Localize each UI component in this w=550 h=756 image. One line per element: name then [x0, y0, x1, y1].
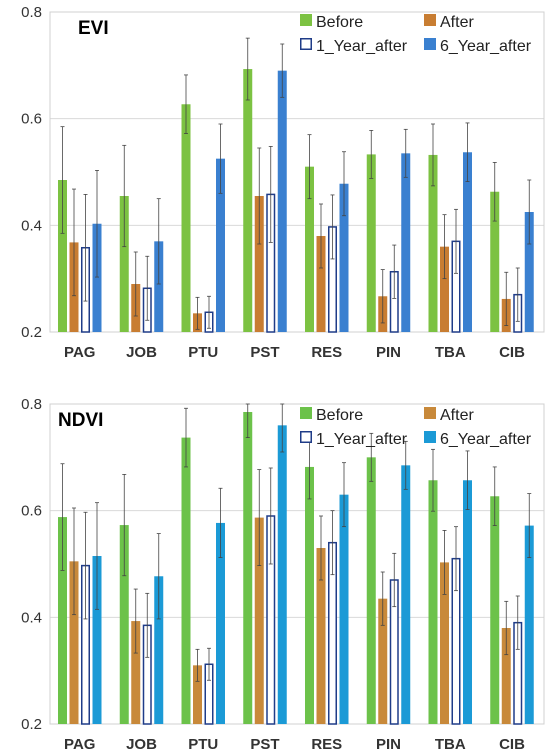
bar: [216, 158, 225, 332]
bar: [181, 437, 191, 724]
y-tick-label: 0.2: [21, 716, 42, 733]
y-tick-label: 0.4: [21, 217, 42, 234]
x-tick-label: PAG: [64, 344, 95, 361]
x-tick-label: PTU: [188, 344, 218, 361]
legend-swatch: [300, 14, 312, 26]
bar: [154, 241, 164, 332]
x-tick-label: PTU: [188, 736, 218, 753]
evi-chart: 0.2 0.4 0.6 0.8 PAG JOB PTU PST RES PIN TBA CIB EVI B…: [21, 4, 545, 361]
bar: [378, 598, 388, 724]
bar: [524, 525, 534, 724]
y-tick-label: 0.6: [21, 503, 42, 520]
y-tick-label: 0.8: [21, 396, 42, 413]
bar: [119, 196, 129, 332]
x-tick-label: RES: [311, 344, 342, 361]
x-tick-label: CIB: [499, 344, 525, 361]
legend-swatch: [300, 431, 312, 443]
bar: [316, 236, 326, 332]
bar: [131, 621, 141, 724]
x-tick-label: JOB: [126, 344, 157, 361]
x-tick-label: RES: [311, 736, 342, 753]
chart-title: NDVI: [58, 410, 103, 431]
bar: [490, 191, 500, 332]
x-tick-label: JOB: [126, 736, 157, 753]
bar: [92, 223, 102, 332]
bar: [463, 152, 472, 332]
bar: [428, 154, 438, 332]
legend-label: Before: [316, 407, 363, 424]
x-tick-label: PIN: [376, 736, 401, 753]
plot-frame: [49, 11, 545, 333]
bar: [193, 665, 202, 724]
bar: [254, 517, 264, 724]
ndvi-chart: 0.2 0.4 0.6 0.8 PAG JOB PTU PST RES PIN TBA CIB NDVI…: [21, 396, 545, 753]
y-tick-label: 0.6: [21, 111, 42, 128]
plot-frame: [49, 403, 545, 725]
legend-swatch: [300, 38, 312, 50]
y-tick-label: 0.8: [21, 4, 42, 21]
bar: [58, 180, 67, 332]
legend-swatch: [424, 407, 436, 419]
chart-title: EVI: [78, 18, 109, 39]
bar: [243, 412, 253, 724]
bar: [277, 425, 287, 724]
bar: [490, 496, 500, 724]
x-tick-label: CIB: [499, 736, 525, 753]
bar: [305, 466, 314, 724]
legend-label: After: [440, 407, 474, 424]
x-tick-label: PIN: [376, 344, 401, 361]
legend-label: 1_Year_after: [316, 431, 408, 448]
legend-label: Before: [316, 14, 363, 31]
legend-label: 6_Year_after: [440, 38, 532, 55]
bar: [119, 525, 129, 724]
x-tick-label: PAG: [64, 736, 95, 753]
x-tick-label: TBA: [435, 736, 466, 753]
bar: [440, 246, 449, 332]
y-tick-label: 0.2: [21, 324, 42, 341]
bar: [339, 494, 349, 724]
bar: [92, 556, 102, 724]
legend-swatch: [424, 431, 436, 443]
x-tick-label: PST: [250, 344, 279, 361]
legend-swatch: [424, 38, 436, 50]
bar: [501, 628, 511, 724]
bar: [428, 480, 438, 724]
bar: [401, 465, 411, 724]
legend-label: 6_Year_after: [440, 431, 532, 448]
bar: [277, 70, 287, 333]
bar: [181, 104, 191, 333]
bar: [366, 457, 376, 724]
legend-label: After: [440, 14, 474, 31]
bar: [366, 154, 376, 332]
bar: [58, 517, 67, 724]
bar: [305, 166, 314, 332]
bar: [339, 183, 349, 332]
x-tick-label: TBA: [435, 344, 466, 361]
legend-swatch: [300, 407, 312, 419]
legend-swatch: [424, 14, 436, 26]
bar: [154, 576, 164, 724]
legend-label: 1_Year_after: [316, 38, 408, 55]
y-tick-label: 0.4: [21, 609, 42, 626]
bar: [440, 562, 449, 724]
bar: [69, 561, 79, 724]
bar: [524, 212, 534, 332]
bar: [463, 480, 472, 724]
bar: [243, 69, 253, 333]
bar: [216, 522, 225, 724]
bar: [316, 548, 326, 724]
bar: [254, 196, 264, 332]
x-tick-label: PST: [250, 736, 279, 753]
bar: [401, 153, 411, 332]
